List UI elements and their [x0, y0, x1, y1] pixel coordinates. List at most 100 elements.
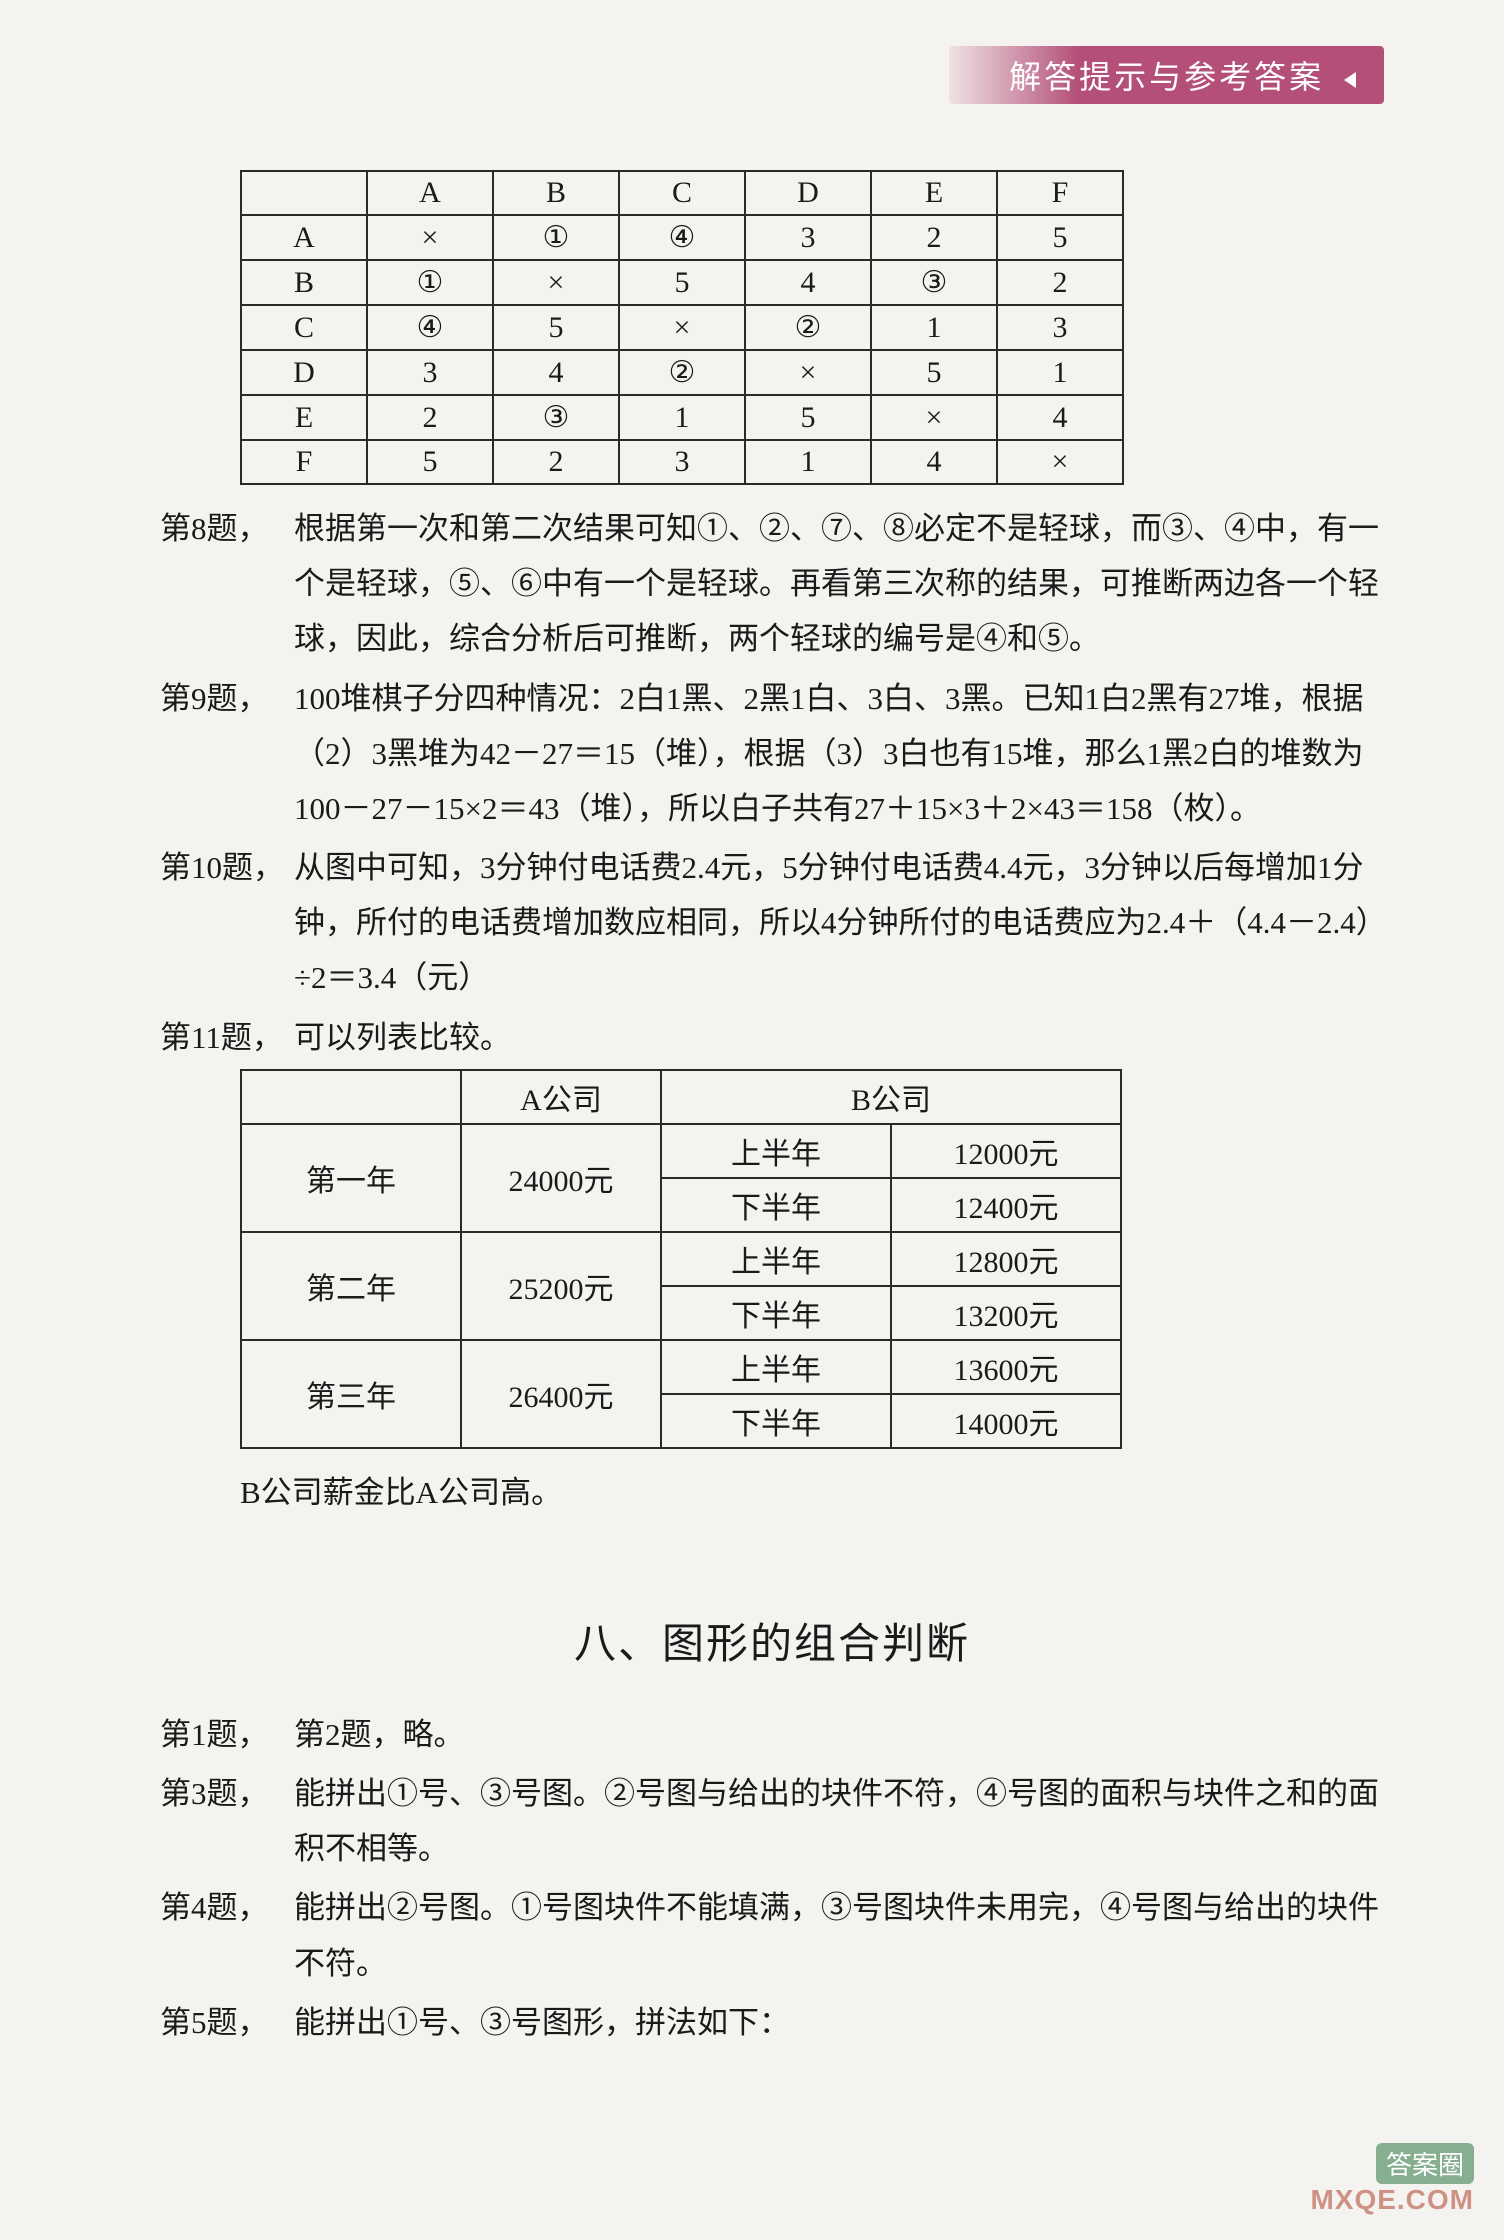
- table1-wrap: ABCDEFA×①④325B①×54③2C④5×②13D34②×51E2③15×…: [240, 170, 1384, 485]
- question-label: 第4题，: [160, 1880, 290, 1990]
- table-row-header: F: [241, 440, 367, 484]
- question-body: 能拼出②号图。①号图块件不能填满，③号图块件未用完，④号图与给出的块件不符。: [294, 1880, 1384, 1990]
- question-body: 100堆棋子分四种情况：2白1黑、2黑1白、3白、3黑。已知1白2黑有27堆，根…: [294, 671, 1384, 837]
- question-4: 第4题， 能拼出②号图。①号图块件不能填满，③号图块件未用完，④号图与给出的块件…: [160, 1880, 1384, 1990]
- table-col-header: B: [493, 171, 619, 215]
- year-cell: 第一年: [241, 1124, 461, 1232]
- table-cell: 5: [367, 440, 493, 484]
- table-cell: 5: [619, 260, 745, 305]
- question-label: 第11题，: [160, 1010, 290, 1065]
- table-cell: 2: [367, 395, 493, 440]
- company-b-cell: 12400元: [891, 1178, 1121, 1232]
- table-col-header: A: [367, 171, 493, 215]
- table-cell: 1: [619, 395, 745, 440]
- table2-wrap: A公司B公司第一年24000元上半年12000元下半年12400元第二年2520…: [240, 1069, 1384, 1449]
- table-cell: 3: [745, 215, 871, 260]
- table-cell: 3: [619, 440, 745, 484]
- table-row-header: B: [241, 260, 367, 305]
- table-cell: 4: [745, 260, 871, 305]
- table-cell: 5: [493, 305, 619, 350]
- company-a-header: A公司: [461, 1070, 661, 1124]
- table-cell: 5: [745, 395, 871, 440]
- table-cell: ④: [367, 305, 493, 350]
- question-body: 能拼出①号、③号图。②号图与给出的块件不符，④号图的面积与块件之和的面积不相等。: [294, 1766, 1384, 1876]
- half-year-label: 下半年: [661, 1178, 891, 1232]
- question-body: 第2题，略。: [294, 1707, 1384, 1762]
- watermark-bottom: MXQE.COM: [1310, 2184, 1474, 2216]
- company-b-cell: 13200元: [891, 1286, 1121, 1340]
- question-5: 第5题， 能拼出①号、③号图形，拼法如下：: [160, 1995, 1384, 2050]
- question-label: 第8题，: [160, 501, 290, 667]
- table-row-header: A: [241, 215, 367, 260]
- question-3: 第3题， 能拼出①号、③号图。②号图与给出的块件不符，④号图的面积与块件之和的面…: [160, 1766, 1384, 1876]
- triangle-left-icon: [1344, 72, 1356, 88]
- table-col-header: C: [619, 171, 745, 215]
- table-cell: 1: [997, 350, 1123, 395]
- company-b-cell: 14000元: [891, 1394, 1121, 1448]
- half-year-label: 上半年: [661, 1340, 891, 1394]
- company-a-cell: 24000元: [461, 1124, 661, 1232]
- section-8-title: 八、图形的组合判断: [160, 1610, 1384, 1671]
- watermark-top: 答案圈: [1376, 2143, 1474, 2184]
- half-year-label: 上半年: [661, 1124, 891, 1178]
- question-label: 第10题，: [160, 840, 290, 1006]
- question-body: 从图中可知，3分钟付电话费2.4元，5分钟付电话费4.4元，3分钟以后每增加1分…: [294, 840, 1384, 1006]
- table-cell: ③: [493, 395, 619, 440]
- table-cell: ×: [871, 395, 997, 440]
- question-9: 第9题， 100堆棋子分四种情况：2白1黑、2黑1白、3白、3黑。已知1白2黑有…: [160, 671, 1384, 837]
- table2-note: B公司薪金比A公司高。: [240, 1465, 1384, 1520]
- table-col-header: E: [871, 171, 997, 215]
- question-body: 根据第一次和第二次结果可知①、②、⑦、⑧必定不是轻球，而③、④中，有一个是轻球，…: [294, 501, 1384, 667]
- year-cell: 第三年: [241, 1340, 461, 1448]
- table-cell: ×: [367, 215, 493, 260]
- table-cell: 4: [871, 440, 997, 484]
- question-body: 能拼出①号、③号图形，拼法如下：: [294, 1995, 1384, 2050]
- table-cell: 3: [367, 350, 493, 395]
- half-year-label: 下半年: [661, 1394, 891, 1448]
- company-a-cell: 26400元: [461, 1340, 661, 1448]
- question-label: 第3题，: [160, 1766, 290, 1876]
- table-cell: 3: [997, 305, 1123, 350]
- table-cell: 1: [871, 305, 997, 350]
- matrix-table: ABCDEFA×①④325B①×54③2C④5×②13D34②×51E2③15×…: [240, 170, 1124, 485]
- company-b-cell: 12800元: [891, 1232, 1121, 1286]
- salary-table: A公司B公司第一年24000元上半年12000元下半年12400元第二年2520…: [240, 1069, 1122, 1449]
- half-year-label: 上半年: [661, 1232, 891, 1286]
- table-cell: ②: [619, 350, 745, 395]
- table-cell: ④: [619, 215, 745, 260]
- half-year-label: 下半年: [661, 1286, 891, 1340]
- year-cell: 第二年: [241, 1232, 461, 1340]
- table-cell: ×: [997, 440, 1123, 484]
- table-corner-cell: [241, 171, 367, 215]
- table-cell: 2: [493, 440, 619, 484]
- table-row-header: C: [241, 305, 367, 350]
- table-col-header: F: [997, 171, 1123, 215]
- table-cell: ①: [493, 215, 619, 260]
- page-header: 解答提示与参考答案: [949, 46, 1384, 104]
- table-cell: ×: [745, 350, 871, 395]
- company-b-cell: 12000元: [891, 1124, 1121, 1178]
- question-label: 第5题，: [160, 1995, 290, 2050]
- watermark: 答案圈 MXQE.COM: [1310, 2143, 1474, 2216]
- table-cell: 2: [871, 215, 997, 260]
- question-body: 可以列表比较。: [294, 1010, 1384, 1065]
- table-cell: ×: [619, 305, 745, 350]
- table-cell: 4: [997, 395, 1123, 440]
- table-cell: ②: [745, 305, 871, 350]
- table-row-header: D: [241, 350, 367, 395]
- page-header-title: 解答提示与参考答案: [1009, 59, 1324, 95]
- question-10: 第10题， 从图中可知，3分钟付电话费2.4元，5分钟付电话费4.4元，3分钟以…: [160, 840, 1384, 1006]
- question-label: 第1题，: [160, 1707, 290, 1762]
- question-label: 第9题，: [160, 671, 290, 837]
- company-b-cell: 13600元: [891, 1340, 1121, 1394]
- table-cell: 5: [997, 215, 1123, 260]
- table-cell: ×: [493, 260, 619, 305]
- table-cell: 2: [997, 260, 1123, 305]
- question-8: 第8题， 根据第一次和第二次结果可知①、②、⑦、⑧必定不是轻球，而③、④中，有一…: [160, 501, 1384, 667]
- page-content: ABCDEFA×①④325B①×54③2C④5×②13D34②×51E2③15×…: [160, 170, 1384, 2050]
- table-cell: 5: [871, 350, 997, 395]
- table-cell: ①: [367, 260, 493, 305]
- table-row-header: E: [241, 395, 367, 440]
- company-b-header: B公司: [661, 1070, 1121, 1124]
- table-cell: 4: [493, 350, 619, 395]
